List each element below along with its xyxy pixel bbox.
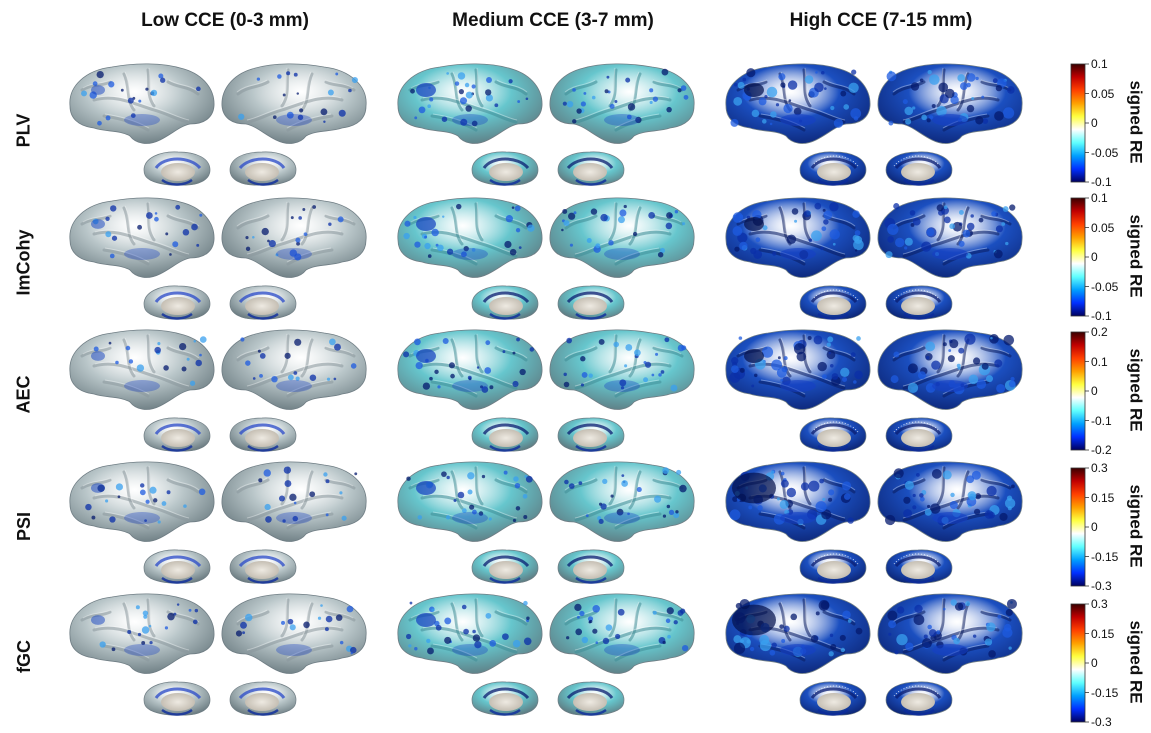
medial-surface (557, 151, 625, 186)
lateral-surface (69, 461, 215, 542)
colorbar (1070, 331, 1086, 451)
colorbar (1070, 197, 1086, 317)
medial-surface (799, 549, 867, 584)
medial-surface (799, 417, 867, 452)
colorbar (1070, 63, 1086, 183)
lateral-surface (69, 593, 215, 674)
medial-surface (557, 549, 625, 584)
medial-surface (471, 417, 539, 452)
lateral-surface (877, 63, 1023, 144)
medial-surface (229, 151, 297, 186)
colorbar-tick-label: -0.2 (1091, 443, 1112, 457)
column-title-medium: Medium CCE (3-7 mm) (452, 10, 654, 31)
lateral-surface (725, 593, 871, 674)
colorbar-tick-label: -0.1 (1091, 175, 1112, 189)
colorbar-tick-label: 0.05 (1091, 86, 1115, 101)
lateral-surface (877, 461, 1023, 542)
medial-surface (885, 549, 953, 584)
lateral-surface (397, 329, 543, 410)
lateral-surface (221, 197, 367, 278)
medial-surface (799, 681, 867, 716)
lateral-surface (549, 63, 695, 144)
medial-surface (143, 549, 211, 584)
lateral-surface (725, 197, 871, 278)
medial-surface (885, 417, 953, 452)
colorbar-tick-label: -0.15 (1091, 685, 1119, 700)
colorbar-title: signed RE (1127, 484, 1146, 568)
colorbar-tick-label: 0.2 (1091, 325, 1108, 339)
colorbar-tick-label: 0.3 (1091, 597, 1108, 611)
colorbar-tick-label: 0 (1091, 116, 1098, 130)
lateral-surface (877, 593, 1023, 674)
colorbar-tick-label: -0.3 (1091, 715, 1112, 729)
lateral-surface (221, 329, 367, 410)
colorbar-title: signed RE (1127, 80, 1146, 164)
medial-surface (557, 681, 625, 716)
lateral-surface (69, 197, 215, 278)
colorbar-tick-label: 0.3 (1091, 461, 1108, 475)
lateral-surface (221, 63, 367, 144)
lateral-surface (725, 63, 871, 144)
lateral-surface (69, 329, 215, 410)
medial-surface (229, 417, 297, 452)
medial-surface (471, 285, 539, 320)
medial-surface (471, 549, 539, 584)
medial-surface (557, 417, 625, 452)
medial-surface (143, 681, 211, 716)
medial-surface (885, 681, 953, 716)
medial-surface (229, 549, 297, 584)
medial-surface (143, 417, 211, 452)
medial-surface (471, 151, 539, 186)
medial-surface (229, 681, 297, 716)
colorbar-title: signed RE (1127, 348, 1146, 432)
lateral-surface (549, 197, 695, 278)
colorbar-tick-label: 0 (1091, 656, 1098, 670)
colorbar-tick-label: -0.3 (1091, 579, 1112, 593)
lateral-surface (221, 593, 367, 674)
colorbar-tick-label: -0.05 (1091, 279, 1119, 294)
colorbar (1070, 467, 1086, 587)
medial-surface (471, 681, 539, 716)
colorbar-tick-label: 0.1 (1091, 57, 1108, 71)
lateral-surface (549, 329, 695, 410)
colorbar-tick-label: -0.1 (1091, 309, 1112, 323)
lateral-surface (877, 197, 1023, 278)
colorbar-tick-label: 0.1 (1091, 354, 1108, 369)
colorbar-title: signed RE (1127, 620, 1146, 704)
medial-surface (799, 285, 867, 320)
lateral-surface (549, 461, 695, 542)
colorbar-tick-label: 0.1 (1091, 191, 1108, 205)
colorbar-tick-label: 0.15 (1091, 626, 1115, 641)
medial-surface (799, 151, 867, 186)
colorbar-tick-label: -0.05 (1091, 145, 1119, 160)
colorbar-tick-label: -0.1 (1091, 413, 1112, 428)
column-title-high: High CCE (7-15 mm) (789, 10, 973, 31)
medial-surface (229, 285, 297, 320)
colorbar-title: signed RE (1127, 214, 1146, 298)
lateral-surface (877, 329, 1023, 410)
colorbar-tick-label: 0 (1091, 250, 1098, 264)
lateral-surface (397, 461, 543, 542)
colorbar-tick-label: -0.15 (1091, 549, 1119, 564)
lateral-surface (397, 63, 543, 144)
colorbar-tick-label: 0 (1091, 384, 1098, 398)
medial-surface (885, 285, 953, 320)
lateral-surface (725, 329, 871, 410)
colorbar-tick-label: 0.15 (1091, 490, 1115, 505)
medial-surface (143, 151, 211, 186)
colorbar-tick-label: 0 (1091, 520, 1098, 534)
medial-surface (557, 285, 625, 320)
lateral-surface (221, 461, 367, 542)
colorbar (1070, 603, 1086, 723)
medial-surface (885, 151, 953, 186)
medial-surface (143, 285, 211, 320)
lateral-surface (69, 63, 215, 144)
lateral-surface (397, 197, 543, 278)
lateral-surface (549, 593, 695, 674)
colorbar-tick-label: 0.05 (1091, 220, 1115, 235)
lateral-surface (397, 593, 543, 674)
lateral-surface (725, 461, 871, 542)
column-title-low: Low CCE (0-3 mm) (141, 10, 309, 31)
